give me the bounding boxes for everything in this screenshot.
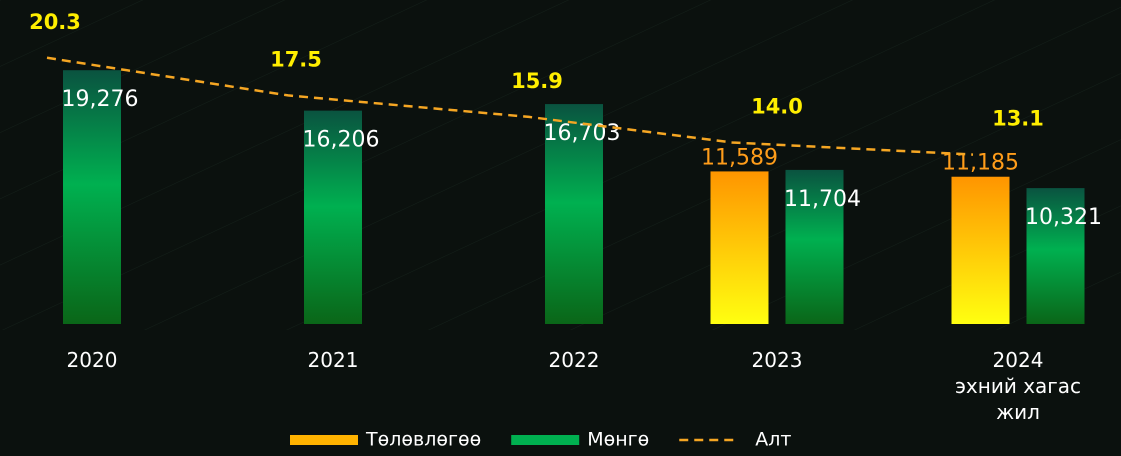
bar — [63, 70, 121, 324]
legend-label: Алт — [755, 429, 791, 451]
data-label: 14.0 — [751, 94, 803, 118]
bar — [545, 104, 603, 324]
data-label: 13.1 — [992, 107, 1044, 131]
bar — [951, 176, 1010, 324]
data-label: 10,321 — [1025, 205, 1102, 230]
data-label: 16,703 — [544, 121, 621, 146]
bar — [1026, 188, 1085, 324]
data-label: 11,704 — [784, 187, 861, 212]
data-label: 19,276 — [62, 87, 139, 112]
legend-label: Төлөвлөгөө — [365, 429, 481, 451]
data-label: 11,589 — [701, 145, 778, 170]
bar — [304, 110, 362, 324]
x-tick-label: 2020 — [66, 348, 118, 372]
x-tick-label: 2023 — [751, 348, 803, 372]
data-label: 20.3 — [29, 10, 81, 34]
data-label: 15.9 — [511, 69, 563, 93]
x-tick-label: 2022 — [548, 348, 600, 372]
x-tick-label: 2021 — [307, 348, 359, 372]
legend-swatch — [290, 435, 358, 445]
legend-swatch — [511, 435, 580, 445]
bar — [710, 171, 769, 324]
data-label: 17.5 — [270, 47, 322, 71]
bar — [785, 169, 844, 324]
line — [46, 56, 974, 156]
data-label: 16,206 — [303, 128, 380, 153]
data-label: 11,185 — [942, 151, 1019, 176]
x-tick-label: 2024 эхний хагас жил — [954, 348, 1082, 424]
legend-label: Мөнгө — [587, 429, 649, 451]
